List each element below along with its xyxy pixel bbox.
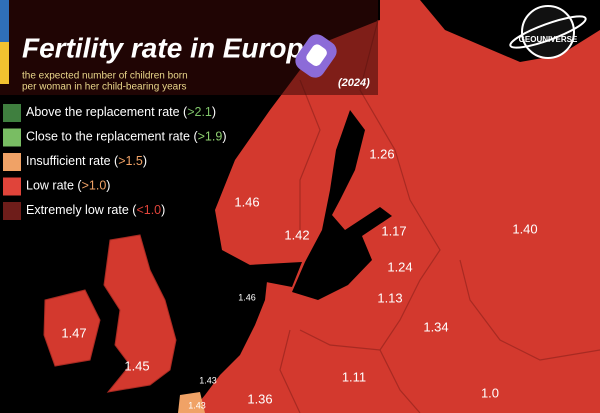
map-label: 1.46 bbox=[238, 292, 256, 302]
legend-threshold: >2.1 bbox=[187, 105, 212, 119]
map-label: 1.42 bbox=[284, 227, 309, 242]
map-label: 1.13 bbox=[377, 290, 402, 305]
subtitle: the expected number of children born bbox=[22, 71, 188, 82]
legend-swatch bbox=[3, 153, 21, 171]
legend-close: ) bbox=[212, 105, 216, 119]
flag-yellow bbox=[0, 42, 9, 84]
map-label: 1.0 bbox=[481, 385, 499, 400]
legend-label: Insufficient rate (>1.5) bbox=[26, 154, 147, 168]
legend-swatch bbox=[3, 177, 21, 196]
legend-label: Above the replacement rate (>2.1) bbox=[26, 105, 216, 119]
legend-swatch bbox=[3, 202, 21, 220]
title: Fertility rate in Europe bbox=[22, 32, 319, 63]
sea bbox=[248, 262, 302, 287]
legend-threshold: >1.5 bbox=[118, 154, 143, 168]
legend-text: Above the replacement rate ( bbox=[26, 105, 188, 119]
borders bbox=[279, 19, 600, 413]
legend-swatch bbox=[3, 104, 21, 122]
subtitle: per woman in her child-bearing years bbox=[22, 82, 187, 93]
icon bbox=[295, 34, 337, 78]
map-labels: 1.26 1.46 1.42 1.17 1.40 1.24 1.46 1.13 … bbox=[61, 146, 537, 410]
legend-text: Close to the replacement rate ( bbox=[26, 130, 198, 144]
legend-label: Extremely low rate (<1.0) bbox=[26, 203, 165, 217]
legend-swatch bbox=[3, 128, 21, 147]
logo-text: GEOUNIVERSE bbox=[519, 35, 578, 44]
map-label: 1.34 bbox=[423, 319, 448, 334]
france bbox=[178, 392, 205, 413]
legend-text: Extremely low rate ( bbox=[26, 203, 137, 217]
great-britain bbox=[103, 234, 177, 393]
map-label: 1.24 bbox=[387, 259, 412, 274]
legend-label: Low rate (>1.0) bbox=[26, 179, 110, 193]
map-label: 1.26 bbox=[369, 146, 394, 161]
legend-threshold: <1.0 bbox=[136, 203, 161, 217]
legend: Above the replacement rate (>2.1)Close t… bbox=[3, 104, 226, 220]
map-label: 1.46 bbox=[234, 194, 259, 209]
year: (2024) bbox=[338, 77, 370, 89]
logo: GEOUNIVERSE bbox=[509, 5, 587, 59]
map-label: 1.40 bbox=[512, 221, 537, 236]
flag-blue bbox=[0, 0, 9, 42]
map-label: 1.11 bbox=[342, 369, 366, 384]
map-label: 1.17 bbox=[381, 223, 406, 238]
legend-close: ) bbox=[106, 179, 110, 193]
ireland bbox=[43, 289, 101, 367]
map-label: 1.47 bbox=[61, 325, 86, 340]
baltic-sea bbox=[292, 110, 392, 300]
map-label: 1.45 bbox=[124, 358, 149, 373]
legend-text: Insufficient rate ( bbox=[26, 154, 119, 168]
legend-label: Close to the replacement rate (>1.9) bbox=[26, 130, 226, 144]
map-label: 1.36 bbox=[247, 391, 272, 406]
map-label: 1.43 bbox=[188, 400, 206, 410]
legend-close: ) bbox=[161, 203, 165, 217]
legend-close: ) bbox=[143, 154, 147, 168]
legend-threshold: >1.9 bbox=[198, 130, 223, 144]
legend-close: ) bbox=[222, 130, 226, 144]
legend-threshold: >1.0 bbox=[82, 179, 107, 193]
legend-text: Low rate ( bbox=[26, 179, 82, 193]
map-label: 1.43 bbox=[199, 375, 217, 385]
